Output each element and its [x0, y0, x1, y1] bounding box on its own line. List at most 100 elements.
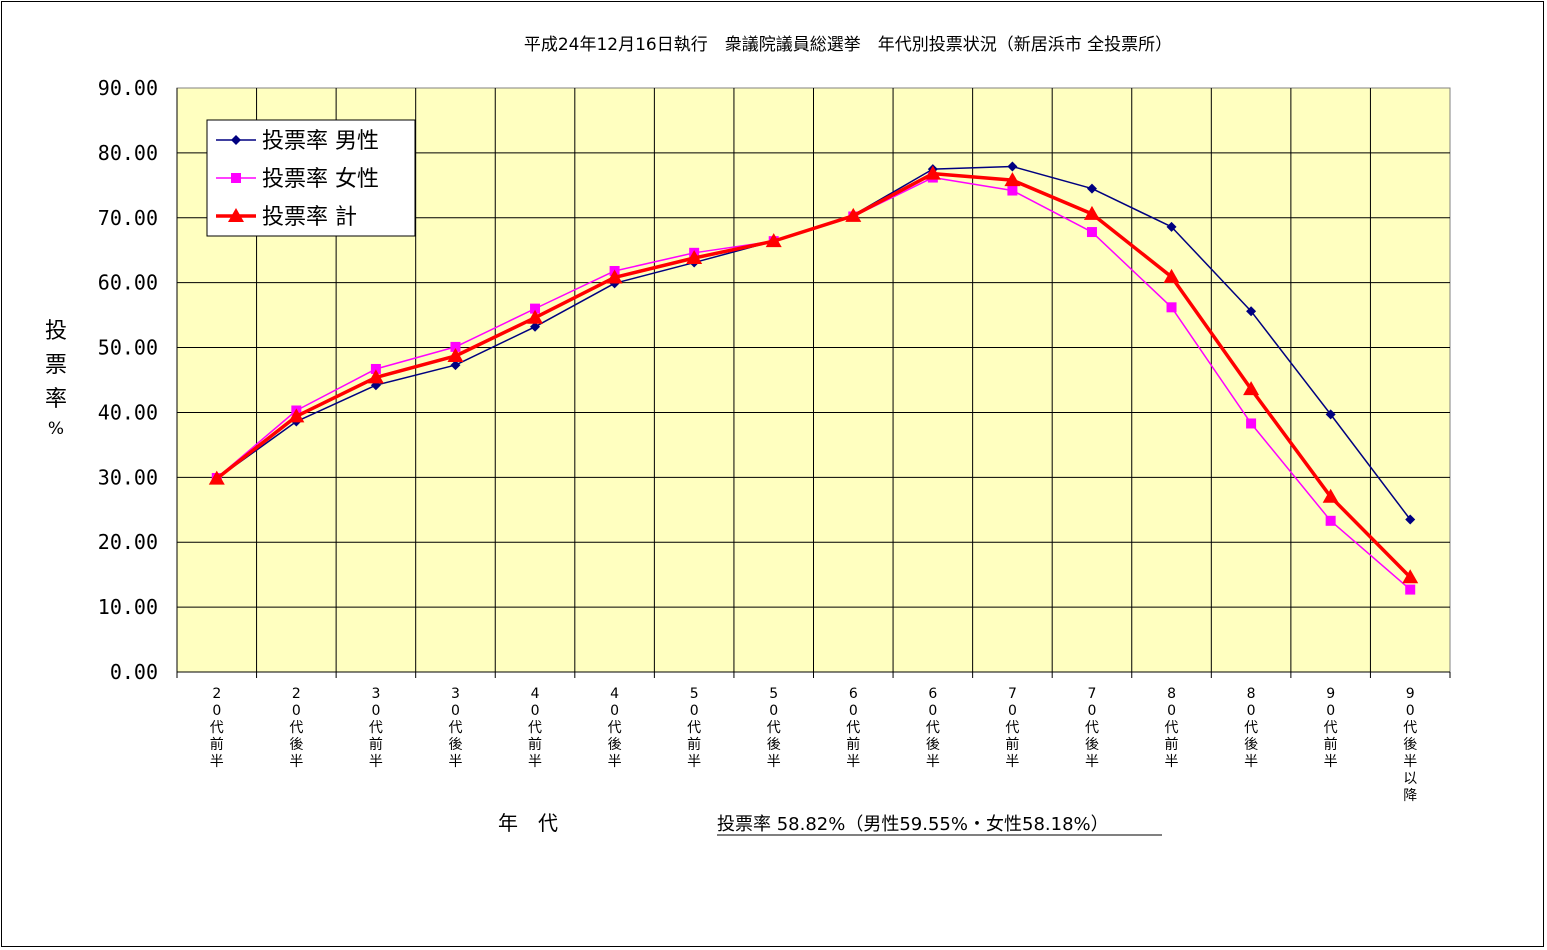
x-tick-char: 前	[528, 736, 542, 753]
x-tick-char: 代	[846, 720, 860, 736]
x-tick-char: 前	[687, 736, 701, 753]
x-tick-char: 2	[212, 686, 221, 702]
data-point	[1086, 183, 1097, 194]
x-tick-char: 後	[289, 737, 303, 753]
x-tick-char: 前	[1324, 736, 1338, 753]
x-axis-ticks: 20代前半20代後半30代前半30代後半40代前半40代後半50代前半50代後半…	[210, 686, 1417, 804]
x-tick-char: 代	[687, 720, 701, 736]
data-point	[370, 363, 381, 374]
data-point	[1246, 306, 1257, 317]
y-tick-label: 80.00	[98, 141, 158, 165]
data-point	[530, 321, 541, 332]
x-tick-char: 0	[690, 703, 699, 719]
x-tick-char: 代	[448, 720, 462, 736]
x-tick-char: 4	[610, 686, 619, 702]
x-tick-char: 後	[1085, 737, 1099, 753]
x-tick-char: 代	[608, 720, 622, 736]
x-tick-char: 代	[767, 720, 781, 736]
x-tick-char: 半	[926, 754, 940, 770]
x-tick-char: 0	[1406, 703, 1415, 719]
x-tick-char: 半	[608, 754, 622, 770]
x-tick-char: 6	[849, 686, 858, 702]
x-tick-char: 半	[528, 754, 542, 770]
y-tick-label: 50.00	[98, 336, 158, 360]
x-tick-char: 半	[289, 754, 303, 770]
x-tick-char: 9	[1326, 686, 1335, 702]
data-point	[530, 303, 541, 314]
x-tick-char: 7	[1088, 686, 1097, 702]
y-axis-label-char: 率	[45, 387, 67, 412]
x-tick-char: 7	[1008, 686, 1017, 702]
legend-label: 投票率 男性	[262, 129, 379, 154]
y-tick-label: 60.00	[98, 271, 158, 295]
x-tick-char: 代	[369, 720, 383, 736]
x-tick-char: 5	[690, 686, 699, 702]
x-tick-char: 代	[1005, 720, 1019, 736]
data-point	[1402, 569, 1419, 584]
x-tick-char: 0	[212, 703, 221, 719]
x-tick-char: 代	[1324, 720, 1338, 736]
x-tick-char: 代	[926, 720, 940, 736]
data-point	[686, 250, 703, 265]
y-axis-label: 投票率%	[45, 319, 67, 439]
legend-marker	[231, 173, 241, 183]
x-tick-char: 5	[769, 686, 778, 702]
x-tick-char: 半	[1403, 754, 1417, 770]
x-tick-char: 3	[451, 686, 460, 702]
data-point	[1083, 205, 1100, 220]
x-tick-char: 後	[448, 737, 462, 753]
x-tick-char: 後	[767, 737, 781, 753]
x-tick-char: 0	[769, 703, 778, 719]
overall-turnout-note: 投票率 58.82%（男性59.55%・女性58.18%）	[717, 814, 1109, 835]
x-tick-char: 0	[292, 703, 301, 719]
data-point	[1166, 221, 1177, 232]
y-tick-label: 10.00	[98, 595, 158, 619]
x-tick-char: 半	[448, 754, 462, 770]
data-point	[1325, 515, 1336, 526]
data-point	[527, 309, 544, 324]
x-tick-char: 後	[1244, 737, 1258, 753]
y-tick-label: 90.00	[98, 76, 158, 100]
x-tick-char: 前	[210, 736, 224, 753]
legend-marker	[231, 135, 241, 145]
y-tick-label: 40.00	[98, 400, 158, 424]
data-point	[1405, 514, 1416, 525]
y-axis-label-char: 投	[45, 319, 67, 344]
x-tick-char: 0	[610, 703, 619, 719]
x-tick-char: 4	[531, 686, 540, 702]
data-point	[1166, 302, 1177, 313]
x-tick-char: 代	[1085, 720, 1099, 736]
x-tick-char: 代	[289, 720, 303, 736]
y-axis-label-char: %	[48, 419, 64, 439]
x-tick-char: 代	[1403, 720, 1417, 736]
x-tick-char: 0	[1008, 703, 1017, 719]
x-tick-char: 半	[767, 754, 781, 770]
x-tick-char: 降	[1403, 788, 1417, 804]
x-tick-char: 半	[369, 754, 383, 770]
x-tick-char: 以	[1403, 771, 1417, 787]
x-tick-char: 0	[451, 703, 460, 719]
x-tick-char: 代	[1244, 720, 1258, 736]
x-tick-char: 0	[1088, 703, 1097, 719]
x-tick-char: 0	[928, 703, 937, 719]
x-tick-char: 半	[1005, 754, 1019, 770]
data-point	[1325, 409, 1336, 420]
x-tick-char: 半	[1165, 754, 1179, 770]
x-tick-char: 後	[608, 737, 622, 753]
y-axis-ticks: 0.00 10.00 20.00 30.00 40.00 50.00 60.00 70.00 8…	[98, 76, 158, 684]
